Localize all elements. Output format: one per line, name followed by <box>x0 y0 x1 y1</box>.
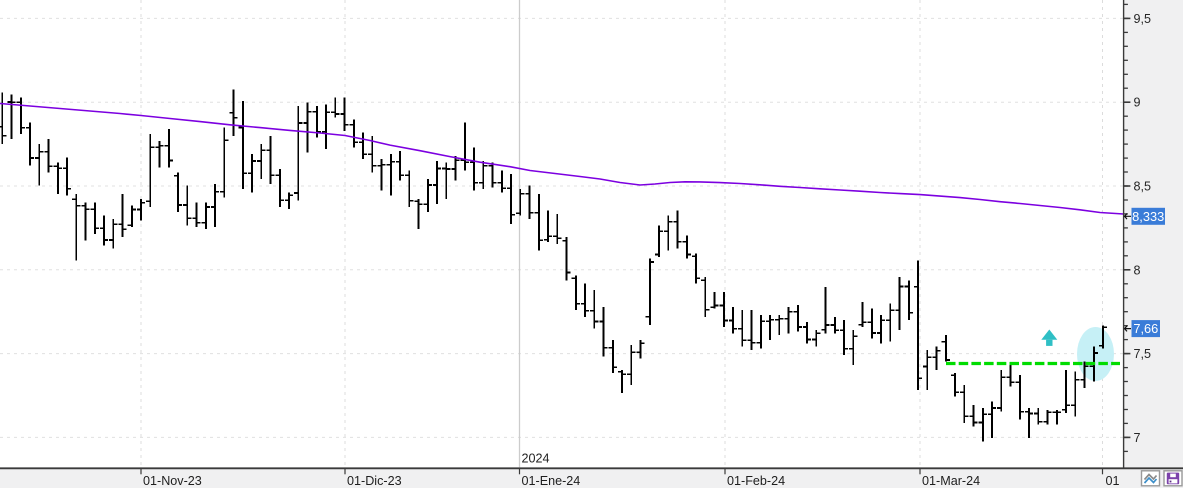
svg-text:7,5: 7,5 <box>1134 347 1152 361</box>
svg-text:8: 8 <box>1134 263 1141 277</box>
svg-text:7,66: 7,66 <box>1133 321 1158 336</box>
svg-text:9: 9 <box>1134 96 1141 110</box>
svg-text:01-Feb-24: 01-Feb-24 <box>727 474 785 488</box>
svg-text:8,5: 8,5 <box>1134 180 1152 194</box>
svg-text:01-Nov-23: 01-Nov-23 <box>143 474 202 488</box>
svg-text:01: 01 <box>1106 474 1120 488</box>
svg-text:01-Mar-24: 01-Mar-24 <box>922 474 980 488</box>
svg-text:01-Dic-23: 01-Dic-23 <box>347 474 402 488</box>
svg-text:9,5: 9,5 <box>1134 12 1152 26</box>
svg-text:2024: 2024 <box>522 452 550 466</box>
svg-text:7: 7 <box>1134 431 1141 445</box>
svg-text:01-Ene-24: 01-Ene-24 <box>522 474 581 488</box>
svg-text:8,333: 8,333 <box>1132 209 1164 224</box>
